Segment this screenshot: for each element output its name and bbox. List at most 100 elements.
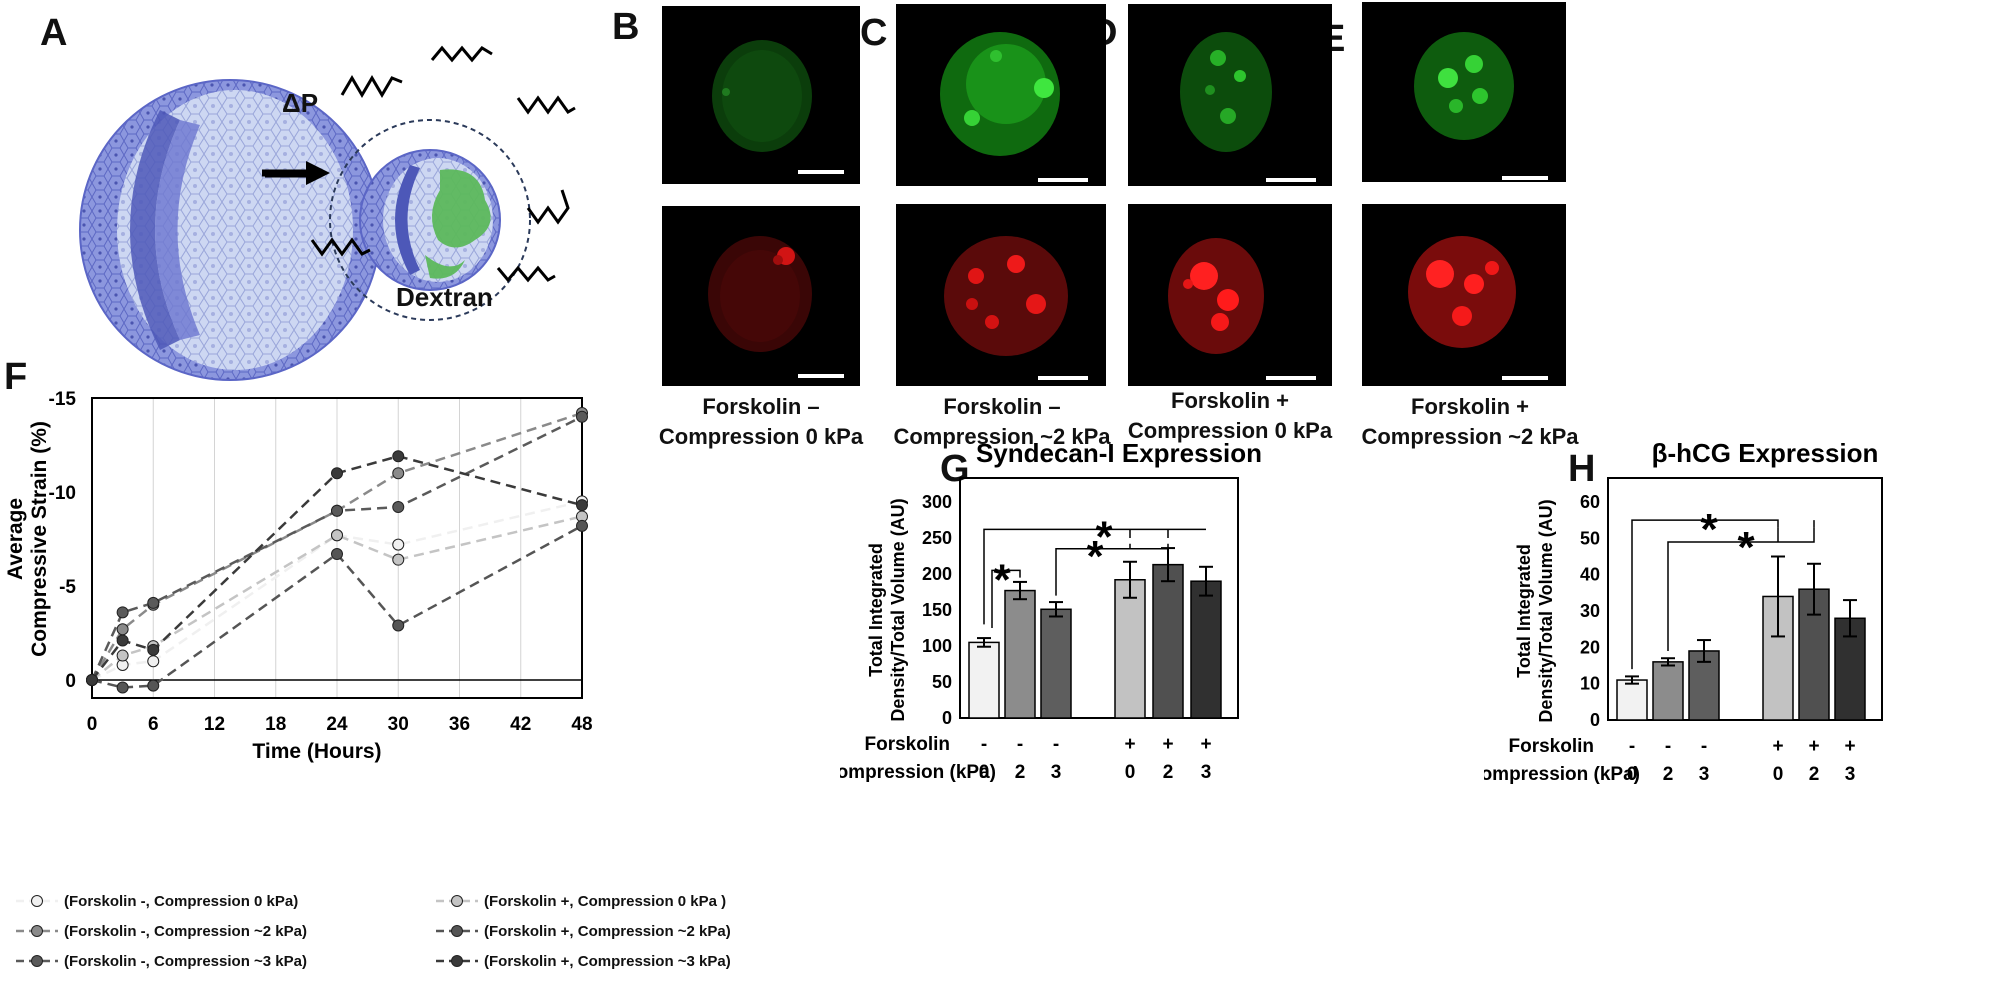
chart-g-y-tick: 50 [932,672,952,692]
legend-marker [451,895,463,907]
chart-g-row-label-compression: Compression (kPa) [840,762,996,783]
chart-h-y-tick: 20 [1580,637,1600,657]
micrograph-d-green [1128,4,1332,186]
chart-g-y-tick: 300 [922,492,952,512]
panel-label-f: F [4,356,28,398]
chart-h-sig-bracket [1667,527,1815,651]
micrograph-b-green [662,6,860,184]
chart-f-x-tick: 6 [148,714,159,735]
chart-h-compression-tick: 2 [1809,764,1820,785]
arrow-icon [262,161,330,185]
chart-f-point [116,634,129,647]
chart-f-point [392,450,405,463]
chart-f-series-line [90,415,583,681]
chart-g-sig-bracket [983,528,1206,625]
legend-marker [31,955,43,967]
legend-item: (Forskolin -, Compression 0 kPa) [14,893,434,910]
panel-label-h: H [1568,448,1596,490]
chart-f-x-tick: 42 [510,714,531,735]
chart-f-frame [91,397,583,699]
chart-g-compression-tick: 0 [1125,762,1136,783]
chart-g-bar [1040,608,1072,719]
chart-g-bar [1114,579,1146,719]
legend-swatch-icon [16,895,58,907]
legend-label: (Forskolin +, Compression ~2 kPa) [484,922,731,940]
legend-swatch-icon [436,955,478,967]
chart-h-y-tick: 40 [1580,565,1600,585]
chart-g-frame [959,477,1239,719]
chart-h-row-label-compression: Compression (kPa) [1484,764,1640,785]
blastocyst-compressed [329,119,531,321]
chart-f-point [86,674,98,686]
micrograph-c-green [896,4,1106,186]
legend-swatch-icon [436,895,478,907]
chart-h-title: β-hCG Expression [1652,440,1879,468]
caption-c-line1: Forskolin – [943,394,1061,419]
legend-item: (Forskolin -, Compression ~3 kPa) [14,953,434,970]
caption-d-line1: Forskolin + [1171,388,1289,413]
chart-h-y-label-line: Total Integrated [1514,544,1534,678]
chart-f-point [116,681,129,694]
chart-f-x-tick: 12 [204,714,225,735]
legend-item: (Forskolin -, Compression ~2 kPa) [14,923,434,940]
chart-f-x-tick: 36 [449,714,470,735]
chart-g-sig-star: * [993,555,1011,604]
blastocyst-large [79,79,381,381]
chart-h-row-label-forskolin: Forskolin [1508,736,1594,757]
chart-h-y-tick: 0 [1590,710,1600,730]
chart-g-forskolin-tick: - [981,734,987,755]
caption-b-line2: Compression 0 kPa [658,424,864,449]
chart-f-point [331,529,343,542]
panel-label-c: C [860,12,888,54]
caption-e-line2: Compression ~2 kPa [1361,424,1579,449]
chart-g-sig-bracket [991,569,1021,628]
chart-g-y-tick: 100 [922,636,952,656]
chart-f-series-line [91,500,583,682]
panel-label-g: G [940,448,970,490]
chart-g-y-tick: 250 [922,528,952,548]
chart-h-compression-tick: 3 [1699,764,1710,785]
caption-c: Forskolin – Compression ~2 kPa [872,392,1132,452]
chart-h-sig-bracket [1631,519,1815,670]
chart-h-y-label-line: Density/Total Volume (AU) [1536,499,1556,722]
chart-g-y-tick: 0 [942,708,952,728]
chart-h-forskolin-tick: + [1808,736,1819,757]
chart-f-series-line [91,454,583,681]
chart-f-legend: (Forskolin -, Compression 0 kPa) (Forskol… [14,886,814,976]
chart-f-y-tick: -15 [49,390,77,410]
caption-d-line2: Compression 0 kPa [1127,418,1333,443]
chart-g-forskolin-tick: - [1053,734,1059,755]
chart-g-forskolin-tick: - [1017,734,1023,755]
chart-g-forskolin-tick: + [1200,734,1211,755]
chart-h-compression-tick: 2 [1663,764,1674,785]
caption-e-line1: Forskolin + [1411,394,1529,419]
chart-f-y-tick: -5 [59,577,76,598]
chart-f-point [147,679,160,692]
dextran-label: Dextran [396,282,493,312]
chart-f-y-label-line: Average [4,498,27,580]
chart-g-sig-star: * [1086,532,1104,581]
chart-f-point [576,519,588,532]
chart-f-point [116,649,129,662]
legend-item: (Forskolin +, Compression 0 kPa ) [434,893,814,910]
chart-h-y-tick: 10 [1580,674,1600,694]
chart-h-bar [1616,679,1648,721]
chart-g-forskolin-tick: + [1162,734,1173,755]
legend-swatch-icon [16,955,58,967]
chart-g-bar [1190,580,1222,719]
micrograph-e-red [1362,204,1566,386]
chart-f-point [392,538,405,551]
micrograph-b-red [662,206,860,386]
chart-g-y-tick: 200 [922,564,952,584]
legend-row: (Forskolin -, Compression ~3 kPa) (Forsko… [14,946,814,976]
chart-h-forskolin-tick: - [1629,736,1635,757]
legend-label: (Forskolin -, Compression ~2 kPa) [64,922,307,940]
chart-g-compression-tick: 0 [979,762,990,783]
chart-f-point [147,643,160,656]
chart-g-compression-tick: 2 [1163,762,1174,783]
chart-g-bar [968,641,1000,719]
micrograph-d-red [1128,204,1332,386]
chart-f-series-line [91,515,583,681]
chart-h-y-tick: 60 [1580,492,1600,512]
chart-f-x-tick: 48 [571,714,592,735]
